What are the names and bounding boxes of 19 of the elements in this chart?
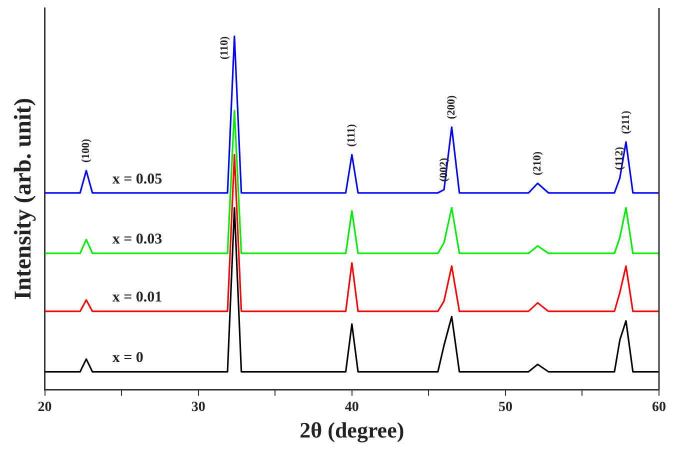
annotation: (211)	[620, 110, 632, 134]
annotation: (110)	[218, 36, 230, 60]
y-axis-title: Intensity (arb. unit)	[10, 98, 37, 300]
annotation: (111)	[346, 124, 358, 147]
x-tick-label: 60	[652, 400, 666, 415]
annotation: (100)	[80, 138, 92, 163]
series-label: x = 0.05	[112, 171, 162, 188]
x-tick-label: 30	[191, 400, 206, 415]
series-label: x = 0.01	[112, 290, 162, 306]
annotation: (200)	[446, 94, 458, 120]
x-axis-title: 2θ (degree)	[300, 417, 404, 442]
x-tick-label: 50	[498, 400, 512, 415]
annotation: (112)	[614, 146, 626, 170]
x-tick-label: 20	[38, 400, 52, 415]
annotation: (002)	[438, 158, 450, 182]
annotation: (210)	[532, 151, 544, 176]
series-label: x = 0.03	[112, 232, 162, 248]
x-tick-label: 40	[344, 400, 359, 415]
series-label: x = 0	[112, 350, 144, 366]
